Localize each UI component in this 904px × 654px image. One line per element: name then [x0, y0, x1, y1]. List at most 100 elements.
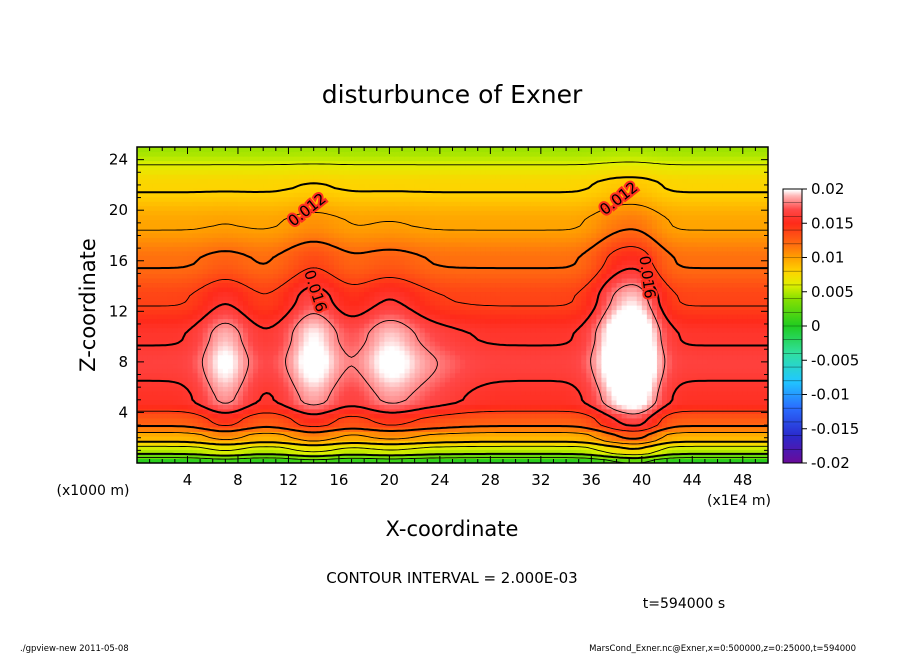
field-cell — [500, 295, 507, 302]
field-cell — [182, 368, 189, 374]
field-cell — [147, 282, 153, 288]
field-cell — [697, 435, 703, 442]
field-cell — [616, 368, 623, 374]
field-cell — [742, 327, 749, 333]
field-cell — [555, 354, 562, 360]
field-cell — [550, 354, 557, 360]
field-cell — [550, 341, 557, 347]
field-cell — [677, 314, 683, 320]
field-cell — [510, 386, 517, 392]
field-cell — [248, 422, 254, 428]
field-cell — [414, 368, 421, 374]
field-cell — [384, 282, 390, 288]
field-cell — [752, 417, 759, 423]
field-cell — [162, 453, 168, 460]
field-cell — [222, 404, 229, 410]
field-cell — [485, 426, 491, 432]
field-cell — [288, 408, 295, 414]
field-cell — [414, 323, 421, 329]
field-cell — [550, 453, 557, 460]
field-cell — [253, 282, 259, 288]
field-cell — [389, 395, 396, 401]
field-cell — [540, 417, 547, 423]
field-cell — [202, 305, 209, 311]
field-cell — [606, 444, 613, 451]
field-cell — [197, 417, 204, 423]
field-cell — [606, 336, 613, 342]
field-cell — [273, 332, 279, 338]
field-cell — [561, 444, 567, 451]
field-cell — [455, 458, 461, 463]
field-cell — [586, 368, 592, 374]
field-cell — [232, 286, 239, 293]
field-cell — [293, 332, 300, 338]
field-cell — [631, 354, 638, 360]
field-cell — [510, 295, 517, 302]
field-cell — [621, 431, 628, 437]
field-cell — [217, 318, 224, 324]
field-cell — [409, 295, 416, 302]
field-cell — [157, 372, 163, 378]
field-cell — [550, 291, 557, 297]
field-cell — [308, 426, 315, 432]
field-cell — [722, 323, 729, 329]
field-cell — [162, 435, 168, 442]
field-cell — [298, 363, 305, 369]
field-cell — [303, 291, 310, 297]
field-cell — [727, 404, 734, 410]
field-cell — [455, 444, 461, 451]
field-cell — [308, 309, 315, 315]
field-cell — [359, 350, 365, 356]
field-cell — [147, 341, 153, 347]
field-cell — [667, 314, 673, 320]
field-cell — [571, 386, 577, 392]
field-cell — [641, 399, 648, 405]
field-cell — [283, 449, 290, 455]
field-cell — [591, 431, 597, 437]
field-cell — [147, 390, 153, 396]
field-cell — [616, 390, 623, 396]
field-cell — [298, 377, 305, 383]
field-cell — [722, 417, 729, 423]
field-cell — [500, 318, 507, 324]
field-cell — [616, 372, 623, 378]
field-cell — [672, 435, 678, 442]
field-cell — [237, 408, 244, 414]
field-cell — [409, 395, 416, 401]
field-cell — [495, 426, 502, 432]
field-cell — [409, 305, 416, 311]
field-cell — [656, 431, 663, 437]
field-cell — [162, 390, 168, 396]
field-cell — [515, 286, 522, 293]
field-cell — [571, 363, 577, 369]
field-cell — [475, 422, 481, 428]
field-cell — [752, 341, 759, 347]
field-cell — [687, 395, 693, 401]
field-cell — [636, 372, 643, 378]
field-cell — [137, 345, 143, 351]
field-cell — [737, 305, 744, 311]
field-cell — [510, 390, 517, 396]
field-cell — [747, 332, 754, 338]
field-cell — [147, 291, 153, 297]
field-cell — [137, 314, 143, 320]
field-cell — [682, 295, 688, 302]
field-cell — [591, 363, 597, 369]
field-cell — [318, 318, 325, 324]
field-cell — [672, 359, 678, 365]
field-cell — [591, 449, 597, 455]
field-cell — [747, 305, 754, 311]
field-cell — [283, 417, 290, 423]
field-cell — [742, 350, 749, 356]
field-cell — [702, 444, 709, 451]
field-cell — [424, 408, 431, 414]
field-cell — [384, 314, 390, 320]
field-cell — [732, 431, 739, 437]
field-cell — [455, 431, 461, 437]
field-cell — [737, 363, 744, 369]
field-cell — [656, 282, 663, 288]
field-cell — [147, 422, 153, 428]
field-cell — [722, 368, 729, 374]
field-cell — [349, 291, 355, 297]
field-cell — [687, 359, 693, 365]
